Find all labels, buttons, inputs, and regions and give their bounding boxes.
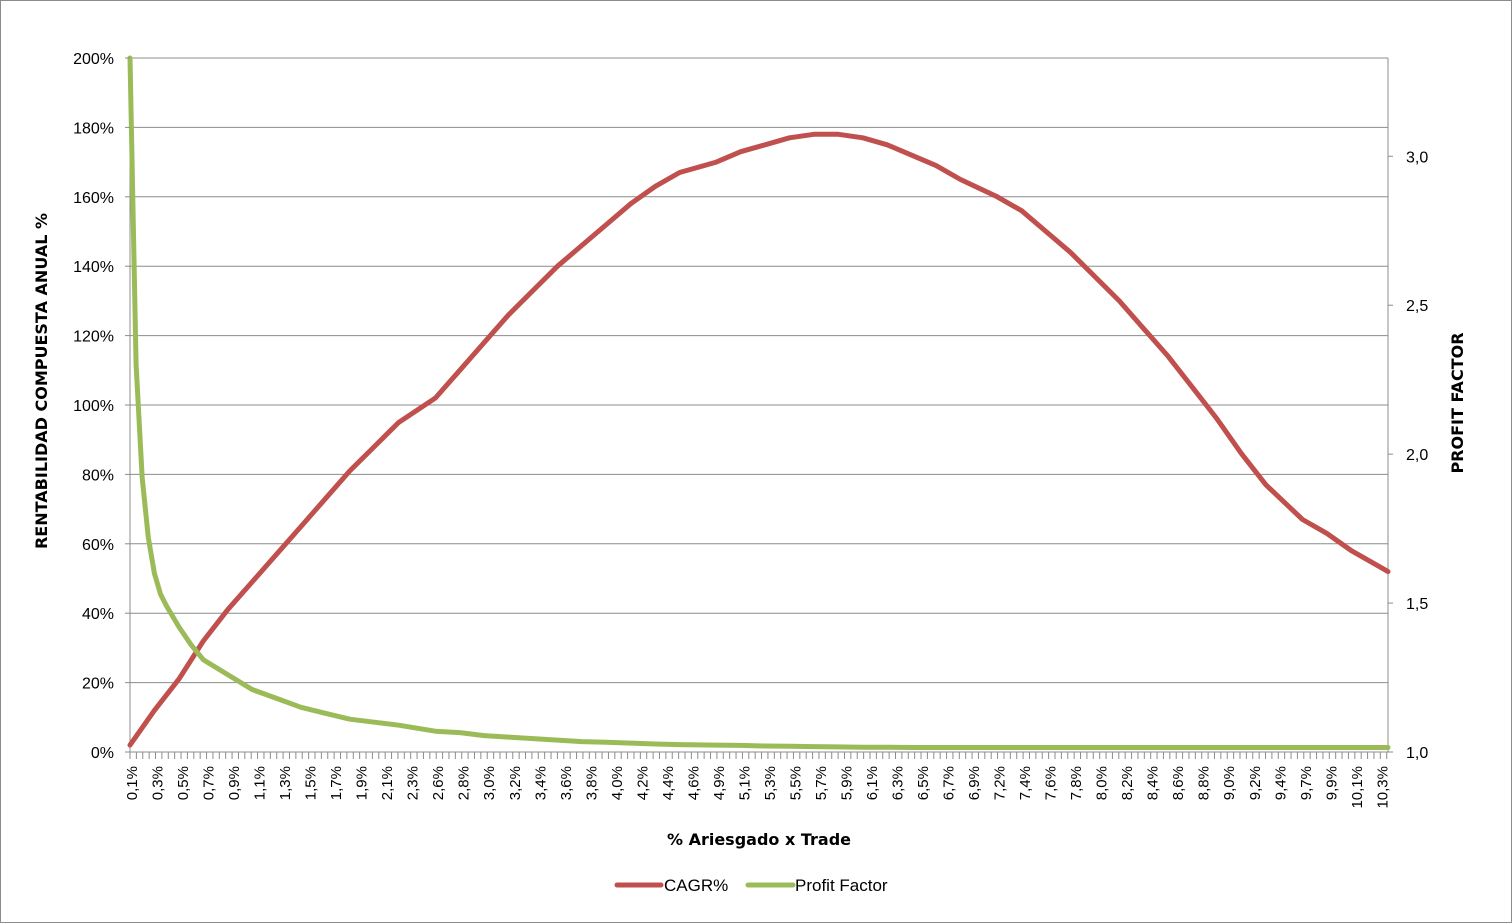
x-tick-label: 4,0% <box>609 766 626 800</box>
x-tick-label: 4,6% <box>685 766 702 800</box>
y-tick-label: 80% <box>82 467 114 484</box>
x-tick-label: 1,9% <box>354 766 371 800</box>
x-tick-label: 5,3% <box>762 766 779 800</box>
y-tick-label: 200% <box>73 51 114 68</box>
x-tick-label: 7,6% <box>1043 766 1060 800</box>
gridlines <box>129 57 1389 753</box>
legend-label-profit-factor: Profit Factor <box>795 876 888 895</box>
x-axis-ticks: 0,1% 0,3% 0,5% 0,7% 0,9% 1,1% 1,3% 1,5% 1,7% 1,9%… <box>124 752 1391 809</box>
x-tick-label: 7,2% <box>992 766 1009 800</box>
x-tick-label: 10,1% <box>1349 766 1366 809</box>
y-tick-label: 60% <box>82 537 114 554</box>
y-tick-label: 100% <box>73 398 114 415</box>
y-tick-label: 20% <box>82 676 114 693</box>
x-tick-label: 4,9% <box>711 766 728 800</box>
x-tick-label: 5,5% <box>787 766 804 800</box>
x-tick-label: 3,8% <box>583 766 600 800</box>
x-tick-label: 8,2% <box>1119 766 1136 800</box>
x-tick-label: 3,4% <box>532 766 549 800</box>
x-tick-label: 0,5% <box>175 766 192 800</box>
x-tick-label: 4,4% <box>660 766 677 800</box>
x-tick-label: 8,6% <box>1170 766 1187 800</box>
y2-tick-label: 1,5 <box>1406 596 1428 613</box>
x-tick-label: 8,0% <box>1094 766 1111 800</box>
y2-tick-label: 2,5 <box>1406 298 1428 315</box>
left-axis-ticks: 0% 20% 40% 60% 80% 100% 120% 140% 160% 180% 200% <box>73 51 130 762</box>
x-tick-label: 3,0% <box>481 766 498 800</box>
y-tick-label: 120% <box>73 329 114 346</box>
plot-lines <box>127 55 1391 750</box>
y2-tick-label: 3,0 <box>1406 149 1428 166</box>
x-tick-label: 2,8% <box>456 766 473 800</box>
x-tick-label: 0,7% <box>201 766 218 800</box>
x-tick-label: 6,3% <box>890 766 907 800</box>
x-tick-label: 9,9% <box>1323 766 1340 800</box>
x-tick-label: 9,2% <box>1247 766 1264 800</box>
x-tick-label: 9,4% <box>1272 766 1289 800</box>
x-tick-label: 4,2% <box>634 766 651 800</box>
x-tick-label: 5,1% <box>736 766 753 800</box>
x-tick-label: 6,9% <box>966 766 983 800</box>
x-tick-label: 5,7% <box>813 766 830 800</box>
x-tick-label: 9,7% <box>1298 766 1315 800</box>
x-tick-label: 8,4% <box>1145 766 1162 800</box>
x-tick-label: 6,7% <box>941 766 958 800</box>
x-tick-label: 1,5% <box>303 766 320 800</box>
y-tick-label: 140% <box>73 259 114 276</box>
x-tick-label: 6,5% <box>915 766 932 800</box>
x-tick-label: 1,1% <box>252 766 269 800</box>
x-tick-label: 2,1% <box>379 766 396 800</box>
x-tick-label: 2,3% <box>405 766 422 800</box>
y-tick-label: 160% <box>73 190 114 207</box>
y-axis-title: RENTABILIDAD COMPUESTA ANUAL % <box>32 213 51 549</box>
right-axis-ticks: 1,0 1,5 2,0 2,5 3,0 <box>1388 149 1428 762</box>
x-tick-label: 0,9% <box>226 766 243 800</box>
y2-tick-label: 2,0 <box>1406 447 1428 464</box>
x-tick-label: 8,8% <box>1196 766 1213 800</box>
x-tick-label: 5,9% <box>838 766 855 800</box>
x-tick-label: 0,1% <box>124 766 141 800</box>
x-axis-title: % Ariesgado x Trade <box>667 830 851 849</box>
y2-axis-title: PROFIT FACTOR <box>1448 332 1467 473</box>
y-tick-label: 0% <box>91 745 114 762</box>
legend-label-cagr: CAGR% <box>664 876 728 895</box>
x-tick-label: 1,7% <box>328 766 345 800</box>
x-tick-label: 9,0% <box>1221 766 1238 800</box>
series-line-profit-factor <box>127 55 1391 750</box>
x-tick-label: 6,1% <box>864 766 881 800</box>
y2-tick-label: 1,0 <box>1406 745 1428 762</box>
x-tick-label: 1,3% <box>277 766 294 800</box>
y-tick-label: 180% <box>73 120 114 137</box>
x-tick-label: 0,3% <box>150 766 167 800</box>
x-tick-label: 2,6% <box>430 766 447 800</box>
y-tick-label: 40% <box>82 606 114 623</box>
x-tick-label: 3,2% <box>507 766 524 800</box>
x-tick-label: 7,4% <box>1017 766 1034 800</box>
legend: CAGR% Profit Factor <box>614 876 888 895</box>
x-tick-label: 7,8% <box>1068 766 1085 800</box>
x-tick-label: 10,3% <box>1374 766 1391 809</box>
x-tick-label: 3,6% <box>558 766 575 800</box>
series-line-cagr <box>127 131 1391 748</box>
